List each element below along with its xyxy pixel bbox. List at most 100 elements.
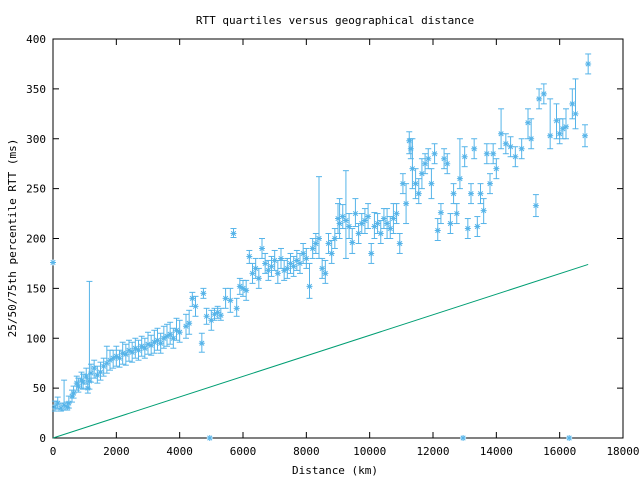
- point-marker: [233, 305, 240, 312]
- point-marker: [566, 435, 573, 441]
- point-marker: [157, 340, 164, 347]
- data-point: [88, 363, 94, 383]
- data-point: [160, 325, 167, 349]
- data-point: [227, 287, 234, 313]
- data-point: [468, 183, 474, 205]
- point-marker: [293, 257, 300, 264]
- point-marker: [418, 170, 425, 177]
- point-marker: [387, 225, 394, 232]
- point-marker: [268, 263, 275, 270]
- point-marker: [487, 180, 493, 187]
- data-point: [483, 143, 490, 165]
- data-point: [403, 183, 410, 225]
- data-point: [293, 249, 300, 271]
- point-marker: [582, 132, 588, 139]
- data-point: [271, 249, 278, 271]
- point-marker: [297, 260, 303, 267]
- point-marker: [57, 405, 64, 412]
- point-marker: [415, 190, 422, 197]
- x-tick-label: 10000: [353, 445, 386, 458]
- point-marker: [126, 347, 132, 354]
- data-point: [553, 103, 560, 140]
- point-marker: [61, 402, 68, 409]
- data-point: [461, 146, 468, 168]
- data-point: [374, 213, 381, 235]
- data-point: [331, 228, 338, 249]
- data-point: [122, 343, 129, 366]
- point-marker: [331, 235, 338, 242]
- data-point: [380, 208, 387, 230]
- point-marker: [80, 379, 87, 386]
- point-marker: [434, 227, 441, 234]
- data-point: [336, 198, 343, 239]
- data-point: [477, 183, 484, 205]
- data-point: [464, 218, 471, 239]
- data-point: [129, 341, 136, 363]
- point-marker: [122, 351, 129, 358]
- point-marker: [371, 223, 378, 230]
- point-marker: [437, 209, 444, 216]
- point-marker: [349, 239, 356, 246]
- data-point: [474, 216, 481, 238]
- y-tick-label: 150: [26, 282, 46, 295]
- point-marker: [262, 260, 269, 267]
- point-marker: [91, 365, 98, 372]
- point-marker: [290, 263, 297, 270]
- data-point: [116, 349, 123, 368]
- data-point: [456, 138, 463, 190]
- point-marker: [464, 225, 471, 232]
- point-marker: [312, 240, 319, 247]
- data-point: [265, 259, 272, 281]
- data-point: [412, 168, 419, 200]
- y-tick-label: 400: [26, 33, 46, 46]
- data-point: [246, 249, 253, 264]
- data-point: [585, 53, 592, 75]
- point-marker: [138, 343, 145, 350]
- point-marker: [483, 150, 490, 157]
- data-point: [110, 349, 117, 369]
- data-point: [460, 435, 467, 441]
- point-marker: [460, 435, 467, 441]
- data-point: [390, 203, 397, 235]
- point-marker: [284, 265, 291, 272]
- data-point: [569, 88, 576, 120]
- data-point: [358, 213, 365, 235]
- data-point: [365, 203, 372, 230]
- data-point: [80, 373, 87, 390]
- data-point: [145, 331, 151, 355]
- point-marker: [217, 312, 224, 319]
- data-point: [444, 153, 451, 175]
- point-marker: [186, 320, 193, 327]
- x-tick-label: 0: [50, 445, 57, 458]
- point-marker: [319, 265, 326, 272]
- point-marker: [73, 380, 80, 387]
- point-marker: [393, 210, 400, 217]
- data-point: [290, 255, 297, 277]
- point-marker: [474, 223, 481, 230]
- point-marker: [227, 297, 234, 304]
- point-marker: [358, 220, 365, 227]
- data-point: [107, 349, 113, 371]
- point-marker: [100, 363, 107, 370]
- point-marker: [461, 153, 468, 160]
- point-marker: [425, 155, 432, 162]
- point-marker: [335, 215, 341, 222]
- data-point: [249, 262, 256, 284]
- point-marker: [129, 349, 136, 356]
- point-marker: [222, 295, 229, 302]
- point-marker: [173, 327, 180, 334]
- point-marker: [328, 250, 335, 257]
- data-point: [255, 267, 262, 289]
- point-marker: [145, 341, 151, 348]
- data-point: [214, 305, 221, 319]
- point-marker: [103, 360, 110, 367]
- data-point: [563, 108, 569, 140]
- chart-title: RTT quartiles versus geographical distan…: [196, 14, 474, 27]
- point-marker: [322, 270, 329, 277]
- x-tick-label: 16000: [543, 445, 576, 458]
- point-marker: [412, 180, 419, 187]
- data-point: [536, 88, 543, 110]
- data-point: [203, 307, 210, 325]
- point-marker: [406, 137, 413, 144]
- point-marker: [154, 337, 161, 344]
